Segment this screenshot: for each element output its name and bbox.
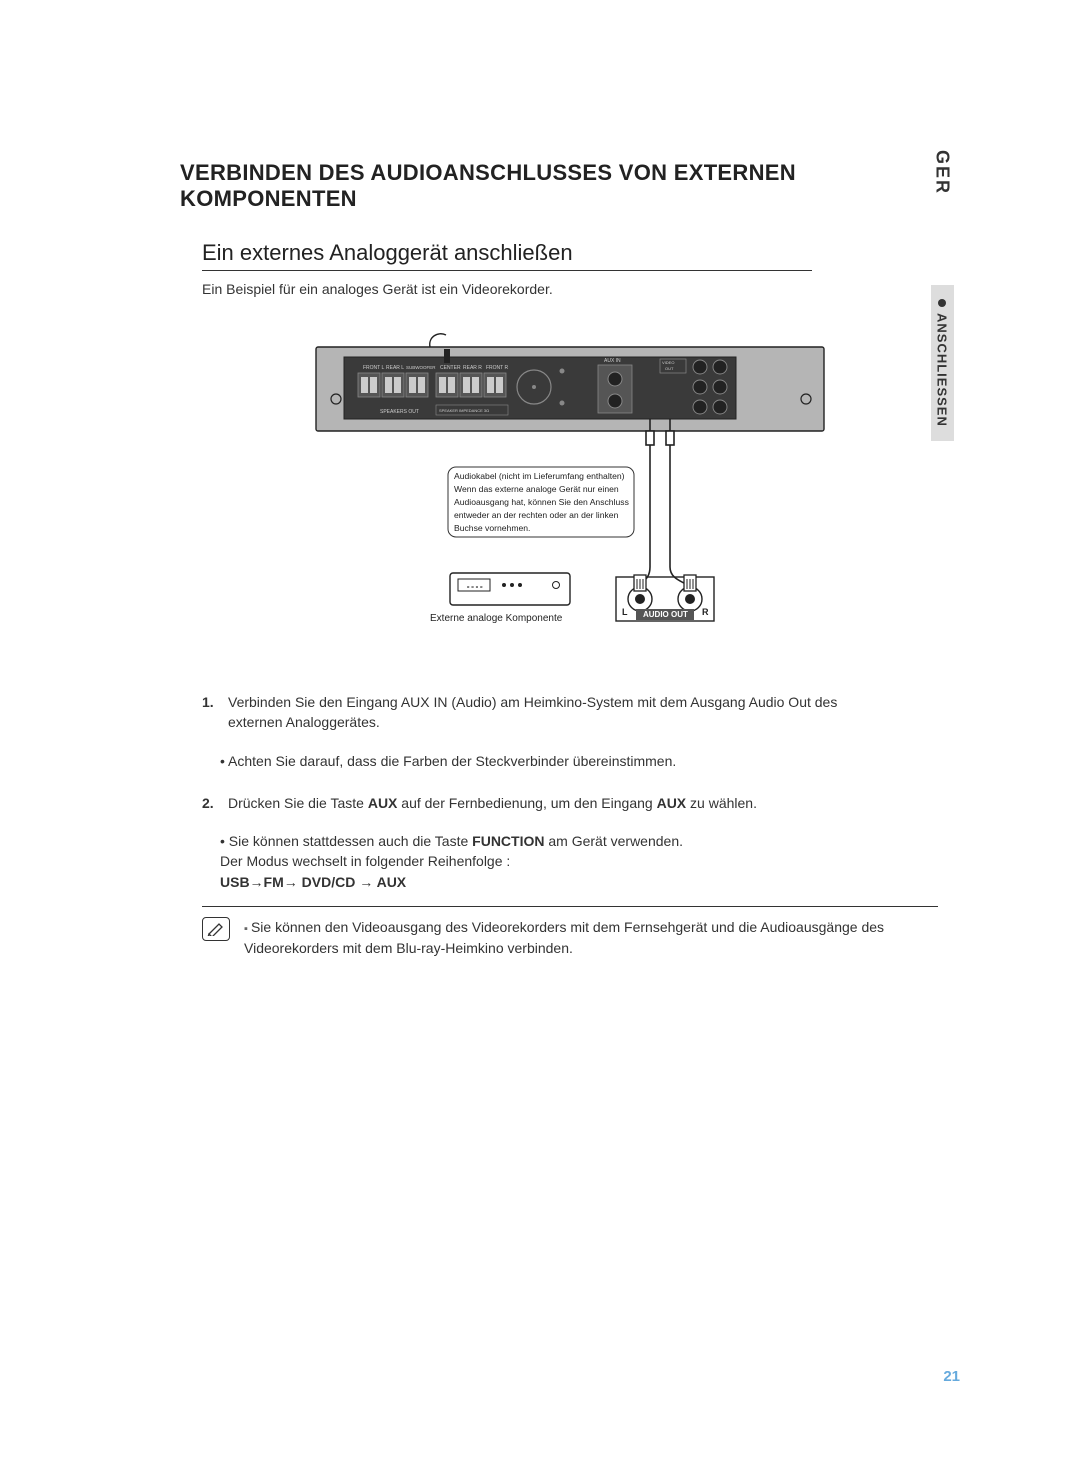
step-number: 2. [202,793,220,813]
svg-text:Wenn das externe analoge Gerät: Wenn das externe analoge Gerät nur einen [454,484,619,494]
intro-text: Ein Beispiel für ein analoges Gerät ist … [202,281,960,297]
section-tab-label: ANSCHLIESSEN [935,313,950,427]
svg-text:SUBWOOFER: SUBWOOFER [406,365,436,370]
svg-text:Audioausgang hat, können Sie d: Audioausgang hat, können Sie den Anschlu… [454,497,629,507]
note-block: Sie können den Videoausgang des Videorek… [202,906,938,959]
page-title: VERBINDEN DES AUDIOANSCHLUSSES VON EXTER… [180,160,960,212]
svg-text:L: L [622,607,628,617]
svg-text:entweder an der rechten oder a: entweder an der rechten oder an der link… [454,510,619,520]
side-tabs: GER ANSCHLIESSEN [924,150,960,441]
dot-icon [938,299,946,307]
step-1-bullet: Achten Sie darauf, dass die Farben der S… [220,751,880,771]
svg-text:AUX IN: AUX IN [604,358,621,364]
svg-text:R: R [702,607,709,617]
step-number: 1. [202,692,220,733]
svg-text:OUT: OUT [665,366,674,371]
step-2-bullet: Sie können stattdessen auch die Taste FU… [220,831,880,892]
section-tab: ANSCHLIESSEN [931,285,954,441]
pencil-icon [202,917,230,941]
page-number: 21 [943,1368,960,1385]
note-text: Sie können den Videoausgang des Videorek… [244,917,938,959]
step-text: Verbinden Sie den Eingang AUX IN (Audio)… [228,692,880,733]
connection-diagram: FRONT L REAR L SUBWOOFER CENTER REAR R F… [310,327,830,632]
diagram-svg: FRONT L REAR L SUBWOOFER CENTER REAR R F… [310,327,830,627]
svg-text:AUDIO OUT: AUDIO OUT [643,610,688,619]
svg-text:REAR L: REAR L [386,365,404,371]
svg-text:∘∘∘∘: ∘∘∘∘ [466,584,484,591]
step-2: 2. Drücken Sie die Taste AUX auf der Fer… [202,793,880,813]
svg-text:Buchse vornehmen.: Buchse vornehmen. [454,523,530,533]
svg-text:SPEAKER IMPEDANCE 3Ω: SPEAKER IMPEDANCE 3Ω [439,408,489,413]
svg-text:REAR R: REAR R [463,365,482,371]
step-text: Drücken Sie die Taste AUX auf der Fernbe… [228,793,757,813]
svg-text:FRONT R: FRONT R [486,365,509,371]
svg-text:FRONT L: FRONT L [363,365,385,371]
instruction-list: 1. Verbinden Sie den Eingang AUX IN (Aud… [180,692,960,892]
subsection-title: Ein externes Analoggerät anschließen [202,240,812,271]
svg-text:CENTER: CENTER [440,365,461,371]
svg-text:VIDEO: VIDEO [662,360,674,365]
svg-text:Externe analoge Komponente: Externe analoge Komponente [430,613,563,624]
step-1: 1. Verbinden Sie den Eingang AUX IN (Aud… [202,692,880,733]
svg-text:SPEAKERS OUT: SPEAKERS OUT [380,409,419,415]
svg-text:Audiokabel (nicht im Lieferumf: Audiokabel (nicht im Lieferumfang enthal… [454,471,625,481]
page: GER ANSCHLIESSEN VERBINDEN DES AUDIOANSC… [0,0,1080,1475]
language-tab: GER [932,150,953,195]
